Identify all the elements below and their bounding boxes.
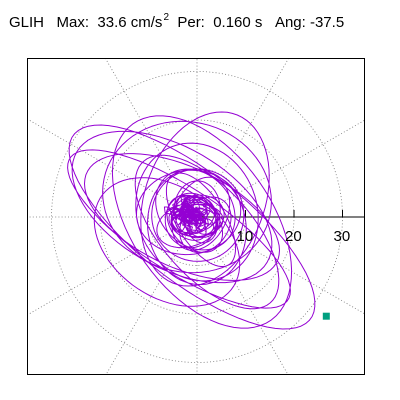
grid-spoke-300 bbox=[196, 216, 289, 374]
radial-tick-label-10: 10 bbox=[237, 228, 254, 245]
grid-spoke-330 bbox=[196, 216, 364, 314]
motion-trace-path bbox=[67, 111, 316, 330]
grid-spoke-30 bbox=[196, 120, 364, 218]
angle-label: Ang: bbox=[274, 14, 306, 31]
plot-header: GLIH Max: 33.6 cm/s2 Per: 0.160 s Ang: -… bbox=[9, 12, 397, 36]
radial-axis bbox=[197, 210, 364, 218]
period-label: Per: bbox=[177, 14, 205, 31]
max-label: Max: bbox=[56, 14, 90, 31]
max-unit: cm/s bbox=[130, 14, 163, 31]
hodogram-plot: 10 20 30 bbox=[27, 58, 365, 375]
radial-tick-label-30: 30 bbox=[334, 228, 351, 245]
radial-tick-labels: 10 20 30 bbox=[237, 228, 351, 245]
grid-spoke-150 bbox=[28, 119, 198, 218]
period-value: 0.160 s bbox=[213, 14, 263, 31]
station-code: GLIH bbox=[9, 14, 45, 31]
hodogram-canvas: 10 20 30 bbox=[28, 59, 364, 374]
trace-end-marker bbox=[322, 312, 330, 320]
radial-tick-label-20: 20 bbox=[285, 228, 302, 245]
angle-value: -37.5 bbox=[309, 14, 345, 31]
max-unit-exponent: 2 bbox=[163, 12, 169, 23]
particle-motion-trace bbox=[67, 111, 316, 330]
max-value: 33.6 bbox=[97, 14, 127, 31]
